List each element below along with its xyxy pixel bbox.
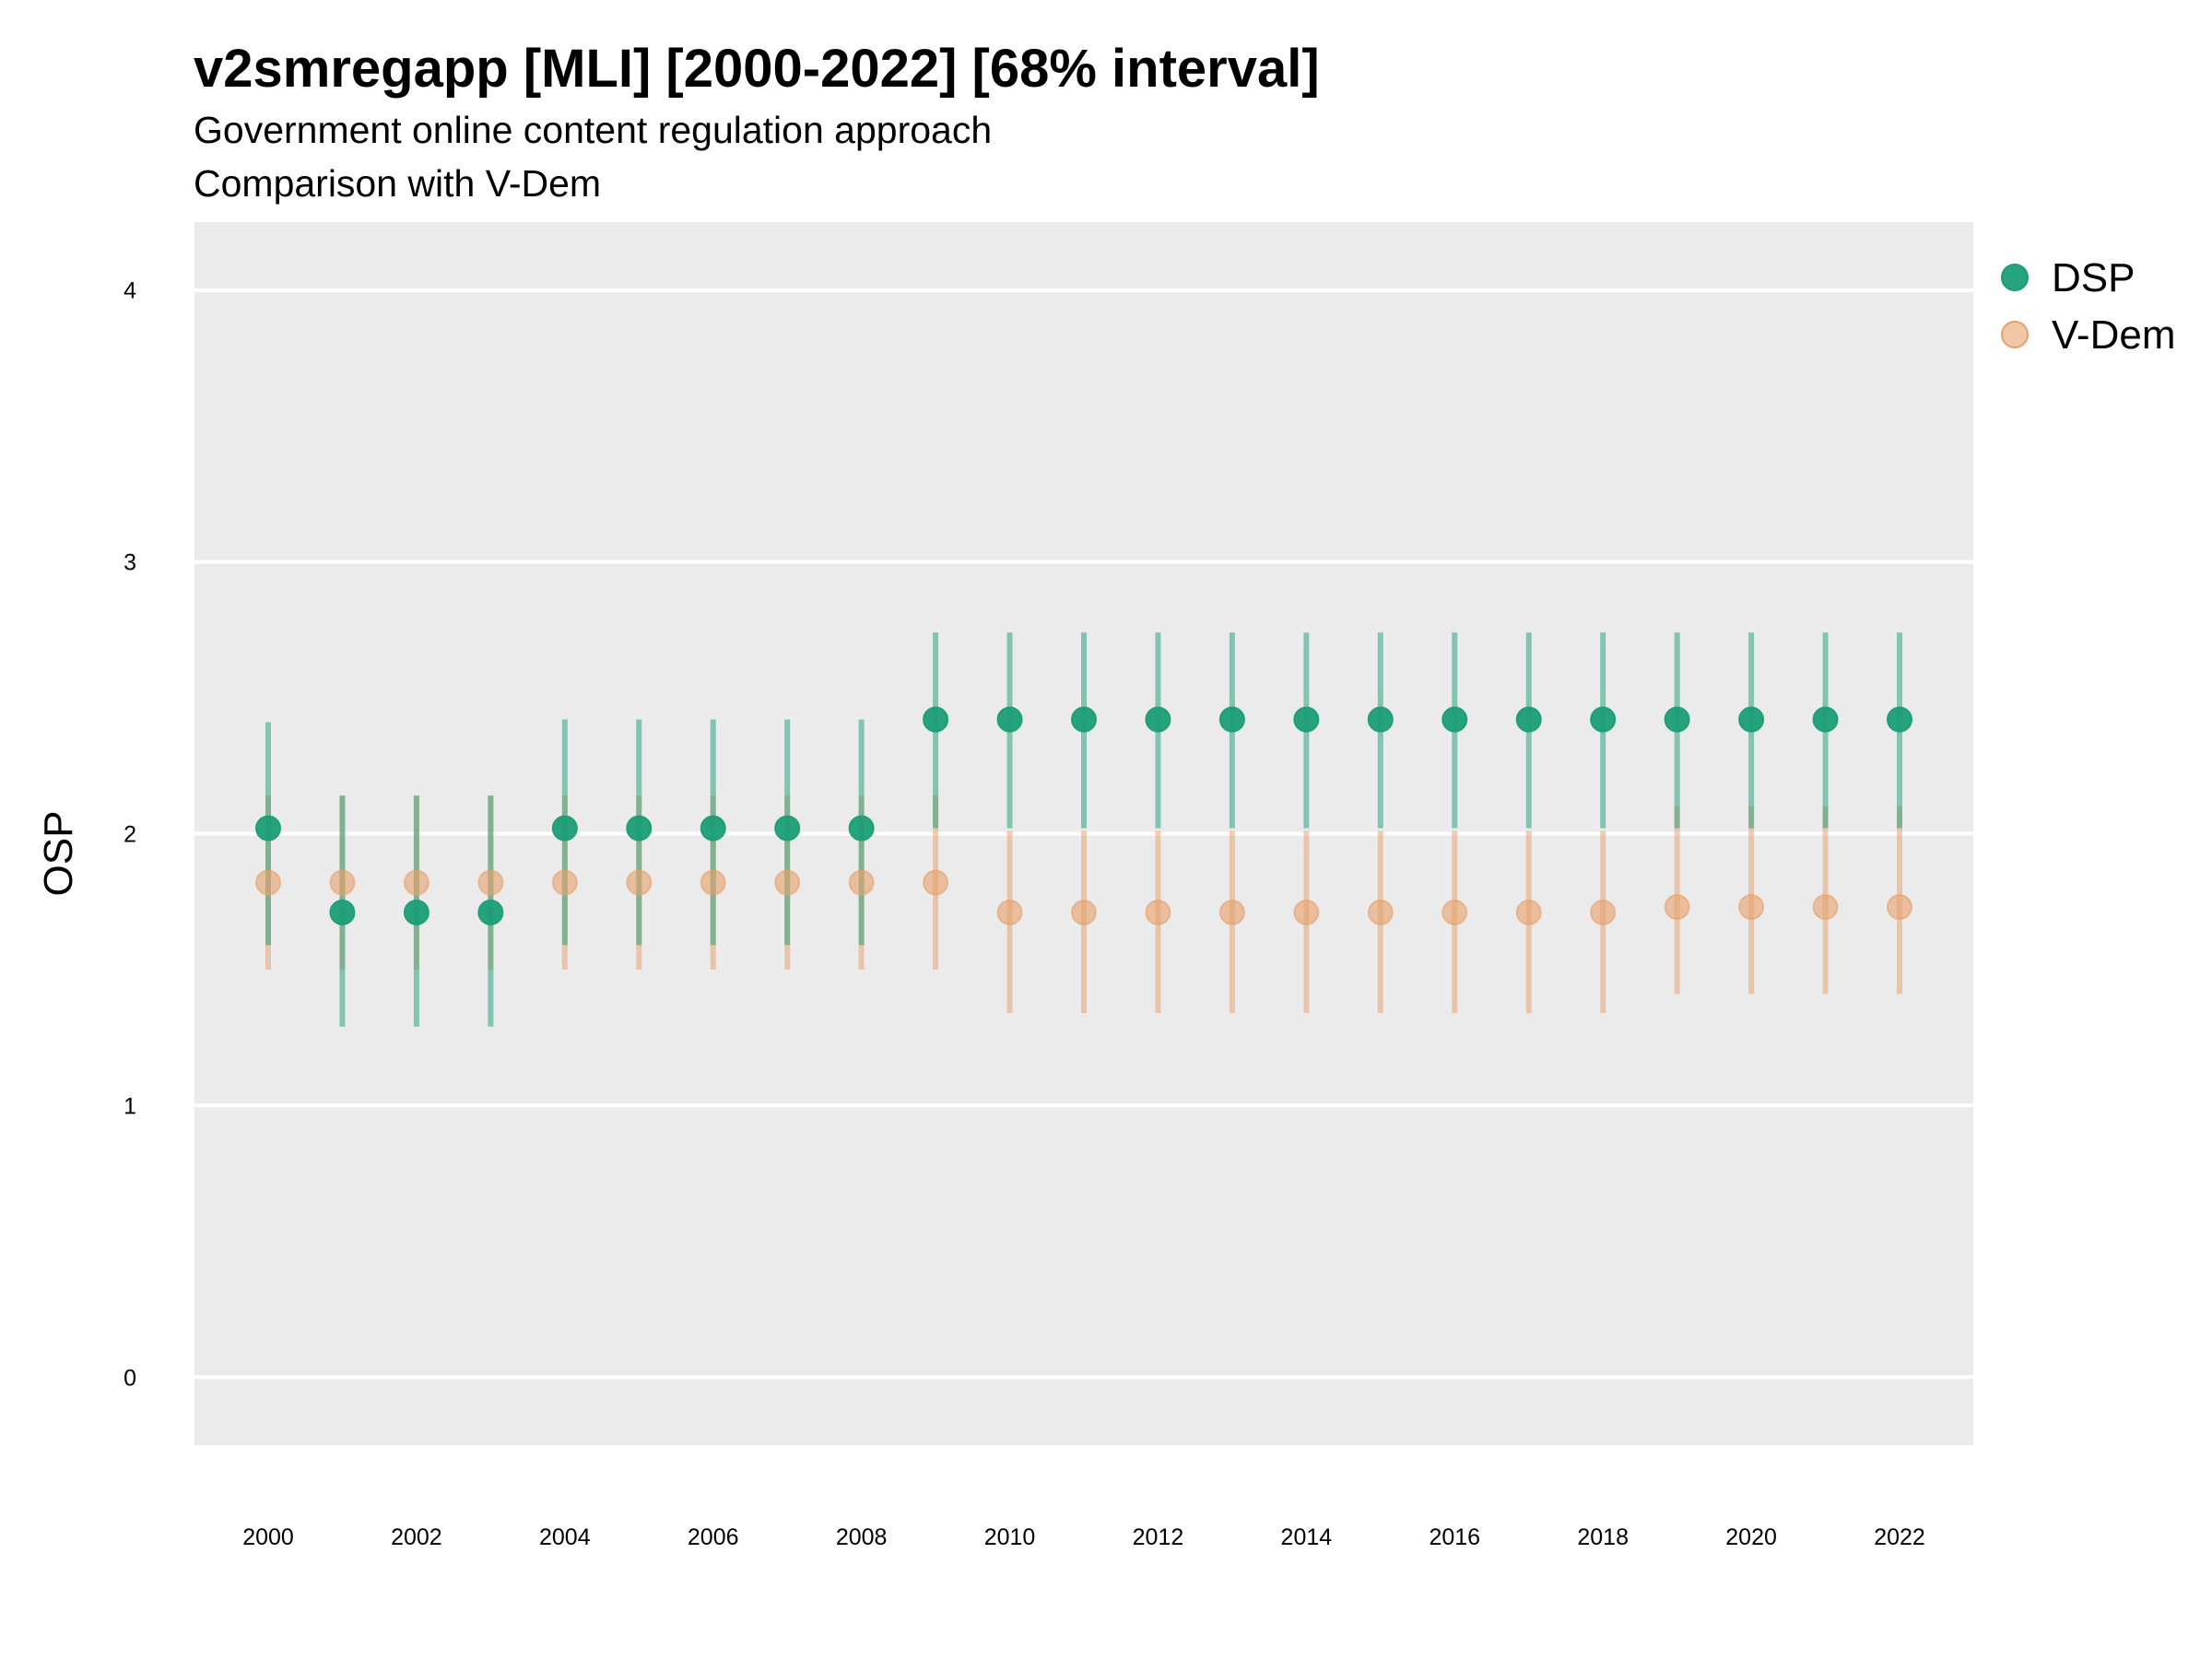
x-tick-label: 2018 bbox=[1577, 1524, 1629, 1550]
dsp-point bbox=[1887, 706, 1912, 733]
x-tick-label: 2008 bbox=[836, 1524, 888, 1550]
dsp-point bbox=[1367, 706, 1394, 733]
chart-subtitle-line-1: Government online content regulation app… bbox=[194, 109, 992, 151]
dsp-point bbox=[1071, 706, 1097, 733]
v-dem-point bbox=[1071, 900, 1097, 926]
v-dem-point bbox=[1664, 894, 1690, 921]
v-dem-point bbox=[1887, 894, 1912, 921]
dsp-point bbox=[848, 815, 875, 841]
x-tick-label: 2014 bbox=[1281, 1524, 1333, 1550]
v-dem-point bbox=[1218, 900, 1245, 926]
x-tick-label: 2000 bbox=[242, 1524, 294, 1550]
v-dem-point bbox=[1812, 894, 1839, 921]
dsp-point bbox=[1738, 706, 1765, 733]
dsp-point bbox=[1664, 706, 1690, 733]
legend-label-v-dem: V-Dem bbox=[2052, 312, 2175, 358]
v-dem-point bbox=[1145, 900, 1171, 926]
x-axis-ticks: 2000 2002 2004 2006 2008 2010 2012 2014 2016 2018… bbox=[242, 1524, 1925, 1550]
dsp-point bbox=[403, 900, 429, 926]
x-tick-label: 2012 bbox=[1133, 1524, 1184, 1550]
dsp-point bbox=[477, 900, 504, 926]
v-dem-point bbox=[996, 900, 1023, 926]
chart-title: v2smregapp [MLI] [2000-2022] [68% interv… bbox=[194, 39, 1320, 99]
v-dem-point bbox=[848, 869, 875, 896]
y-tick-label: 0 bbox=[124, 1365, 136, 1391]
dsp-point bbox=[329, 900, 356, 926]
x-tick-label: 2002 bbox=[391, 1524, 442, 1550]
y-tick-label: 3 bbox=[124, 550, 136, 576]
v-dem-point bbox=[700, 869, 726, 896]
dsp-point bbox=[774, 815, 801, 841]
dsp-point bbox=[255, 815, 281, 841]
legend-key-dsp bbox=[2001, 264, 2029, 291]
legend: DSP V-Dem bbox=[2001, 255, 2175, 358]
dsp-point bbox=[923, 706, 949, 733]
x-tick-label: 2020 bbox=[1725, 1524, 1777, 1550]
v-dem-point bbox=[774, 869, 801, 896]
y-tick-label: 2 bbox=[124, 822, 136, 848]
x-tick-label: 2004 bbox=[539, 1524, 591, 1550]
dsp-point bbox=[1441, 706, 1468, 733]
legend-key-v-dem bbox=[2001, 321, 2029, 348]
legend-label-dsp: DSP bbox=[2052, 255, 2135, 300]
v-dem-point bbox=[1590, 900, 1617, 926]
v-dem-point bbox=[255, 869, 281, 896]
estimate-points bbox=[255, 706, 1912, 926]
v-dem-point bbox=[1367, 900, 1394, 926]
v-dem-point bbox=[923, 869, 949, 896]
y-tick-label: 4 bbox=[124, 278, 136, 304]
v-dem-point bbox=[477, 869, 504, 896]
chart-subtitle-line-2: Comparison with V-Dem bbox=[194, 162, 601, 205]
y-axis-title: OSP bbox=[36, 811, 81, 897]
dsp-point bbox=[1293, 706, 1320, 733]
dsp-point bbox=[996, 706, 1023, 733]
dsp-point bbox=[1515, 706, 1542, 733]
x-tick-label: 2010 bbox=[984, 1524, 1036, 1550]
dsp-point bbox=[551, 815, 578, 841]
dsp-point bbox=[1812, 706, 1839, 733]
dsp-point bbox=[1145, 706, 1171, 733]
x-tick-label: 2022 bbox=[1874, 1524, 1925, 1550]
dsp-point bbox=[700, 815, 726, 841]
y-tick-label: 1 bbox=[124, 1093, 136, 1119]
x-tick-label: 2006 bbox=[688, 1524, 739, 1550]
v-dem-point bbox=[1293, 900, 1320, 926]
v-dem-point bbox=[403, 869, 429, 896]
dsp-point bbox=[626, 815, 653, 841]
v-dem-point bbox=[626, 869, 653, 896]
v-dem-point bbox=[1441, 900, 1468, 926]
v-dem-point bbox=[1738, 894, 1765, 921]
v-dem-point bbox=[1515, 900, 1542, 926]
y-axis-ticks: 0 1 2 3 4 bbox=[124, 278, 136, 1392]
x-tick-label: 2016 bbox=[1429, 1524, 1480, 1550]
dsp-point bbox=[1218, 706, 1245, 733]
dsp-point bbox=[1590, 706, 1617, 733]
v-dem-point bbox=[551, 869, 578, 896]
v-dem-point bbox=[329, 869, 356, 896]
